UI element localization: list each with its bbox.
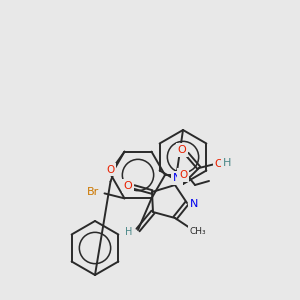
Text: N: N (190, 199, 198, 209)
Text: O: O (178, 145, 186, 155)
Text: O: O (106, 165, 115, 175)
Text: N: N (173, 173, 181, 183)
Text: H: H (223, 158, 231, 168)
Text: H: H (125, 227, 133, 237)
Text: CH₃: CH₃ (190, 226, 206, 236)
Text: Br: Br (86, 188, 99, 197)
Text: O: O (124, 181, 132, 191)
Text: O: O (214, 159, 224, 169)
Text: O: O (179, 170, 187, 180)
